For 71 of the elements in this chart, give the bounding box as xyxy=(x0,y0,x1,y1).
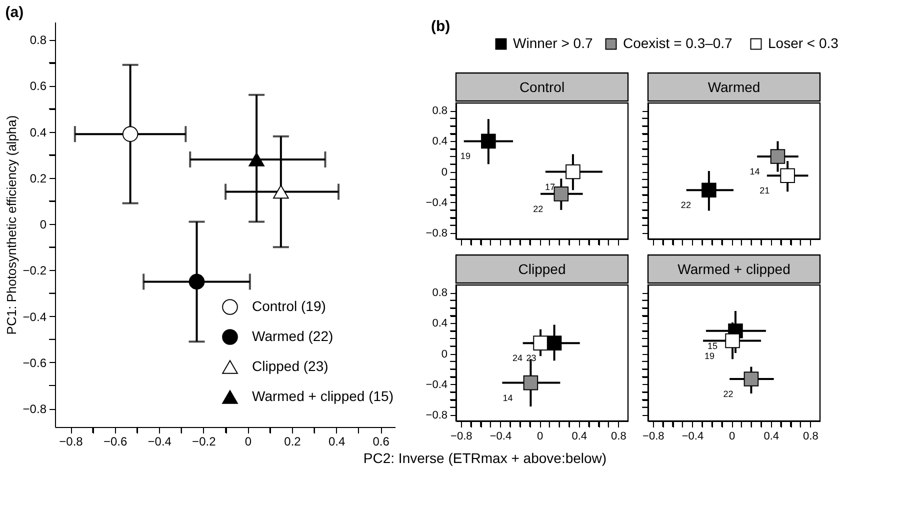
annotation: 24 xyxy=(512,353,523,364)
annotation: 14 xyxy=(502,392,513,403)
x-tick-label: 0.8 xyxy=(803,430,818,442)
x-tick-label: −0.4 xyxy=(490,430,512,442)
x-tick-label: 0.8 xyxy=(611,430,626,442)
y-tick-label: −0.4 xyxy=(426,196,448,209)
y-tick-label: 0.8 xyxy=(30,33,47,48)
legend-label: Control (19) xyxy=(252,298,326,314)
x-tick-label: −0.8 xyxy=(59,434,84,448)
x-tick-label: 0.4 xyxy=(328,434,346,448)
legend-label: Coexist = 0.3–0.7 xyxy=(623,35,733,51)
point xyxy=(554,186,569,202)
annotation: 19 xyxy=(460,151,470,162)
legend-label: Warmed (22) xyxy=(252,328,334,344)
point xyxy=(188,274,205,290)
annotation: 21 xyxy=(760,186,770,196)
annotation: 22 xyxy=(723,388,734,399)
text: (b) xyxy=(431,18,450,35)
annotation: 15 xyxy=(707,340,718,351)
y-tick-label: −0.6 xyxy=(22,356,47,370)
y-tick-label: 0.4 xyxy=(432,318,448,330)
point xyxy=(248,152,264,166)
y-tick-label: 0 xyxy=(40,218,47,232)
legend-label: Loser < 0.3 xyxy=(768,35,839,51)
x-tick-label: 0.2 xyxy=(284,434,302,448)
x-tick-label: 0.4 xyxy=(572,430,588,442)
chart-title: Warmed + clipped xyxy=(678,261,790,277)
x-tick-label: −0.4 xyxy=(148,434,172,448)
x-tick-label: 0 xyxy=(536,430,544,442)
x-axis-title: PC2: Inverse (ETRmax + above:below) xyxy=(363,450,607,466)
x-tick-label: 0 xyxy=(244,434,252,448)
y-tick-label: −0.2 xyxy=(22,264,47,278)
chart-title: Warmed xyxy=(708,79,760,95)
x-tick-label: −0.2 xyxy=(192,434,216,448)
y-tick-label: −0.4 xyxy=(22,310,47,324)
y-tick-label: 0.4 xyxy=(432,136,448,148)
y-tick-label: −0.8 xyxy=(426,227,448,240)
annotation: 14 xyxy=(750,166,760,176)
x-tick-label: −0.6 xyxy=(103,434,128,448)
y-tick-label: −0.8 xyxy=(22,402,47,416)
y-tick-label: 0 xyxy=(441,166,448,178)
x-tick-label: −0.8 xyxy=(450,430,472,442)
annotation: 17 xyxy=(544,182,555,192)
annotation: 23 xyxy=(526,353,536,364)
x-tick-label: −0.8 xyxy=(642,430,664,442)
x-tick-label: 0 xyxy=(728,430,736,442)
y-tick-label: −0.4 xyxy=(426,378,448,391)
legend-label: Winner > 0.7 xyxy=(513,35,593,51)
x-tick-label: −0.4 xyxy=(682,430,704,442)
chart-title: Clipped xyxy=(518,261,566,277)
chart-title: (a) xyxy=(5,4,24,21)
point xyxy=(122,126,138,142)
x-tick-label: 0.4 xyxy=(764,430,780,442)
point xyxy=(566,164,580,180)
y-tick-label: 0.2 xyxy=(30,171,47,186)
y-tick-label: 0.4 xyxy=(30,125,47,140)
annotation: 22 xyxy=(680,200,691,210)
y-axis-title: PC1: Photosynthetic efficiency (alpha) xyxy=(4,115,19,335)
chart-title: Control xyxy=(519,79,565,95)
y-tick-label: 0 xyxy=(441,348,448,360)
y-tick-label: 0.8 xyxy=(432,105,448,118)
y-tick-label: 0.6 xyxy=(30,79,47,94)
legend-label: Clipped (23) xyxy=(252,358,328,374)
x-tick-label: 0.6 xyxy=(372,434,390,448)
point xyxy=(273,184,289,199)
y-tick-label: 0.8 xyxy=(432,287,448,300)
annotation: 22 xyxy=(533,204,544,214)
y-tick-label: −0.8 xyxy=(426,409,448,422)
point xyxy=(481,134,496,149)
legend-label: Warmed + clipped (15) xyxy=(252,388,394,404)
annotation: 19 xyxy=(704,350,715,361)
